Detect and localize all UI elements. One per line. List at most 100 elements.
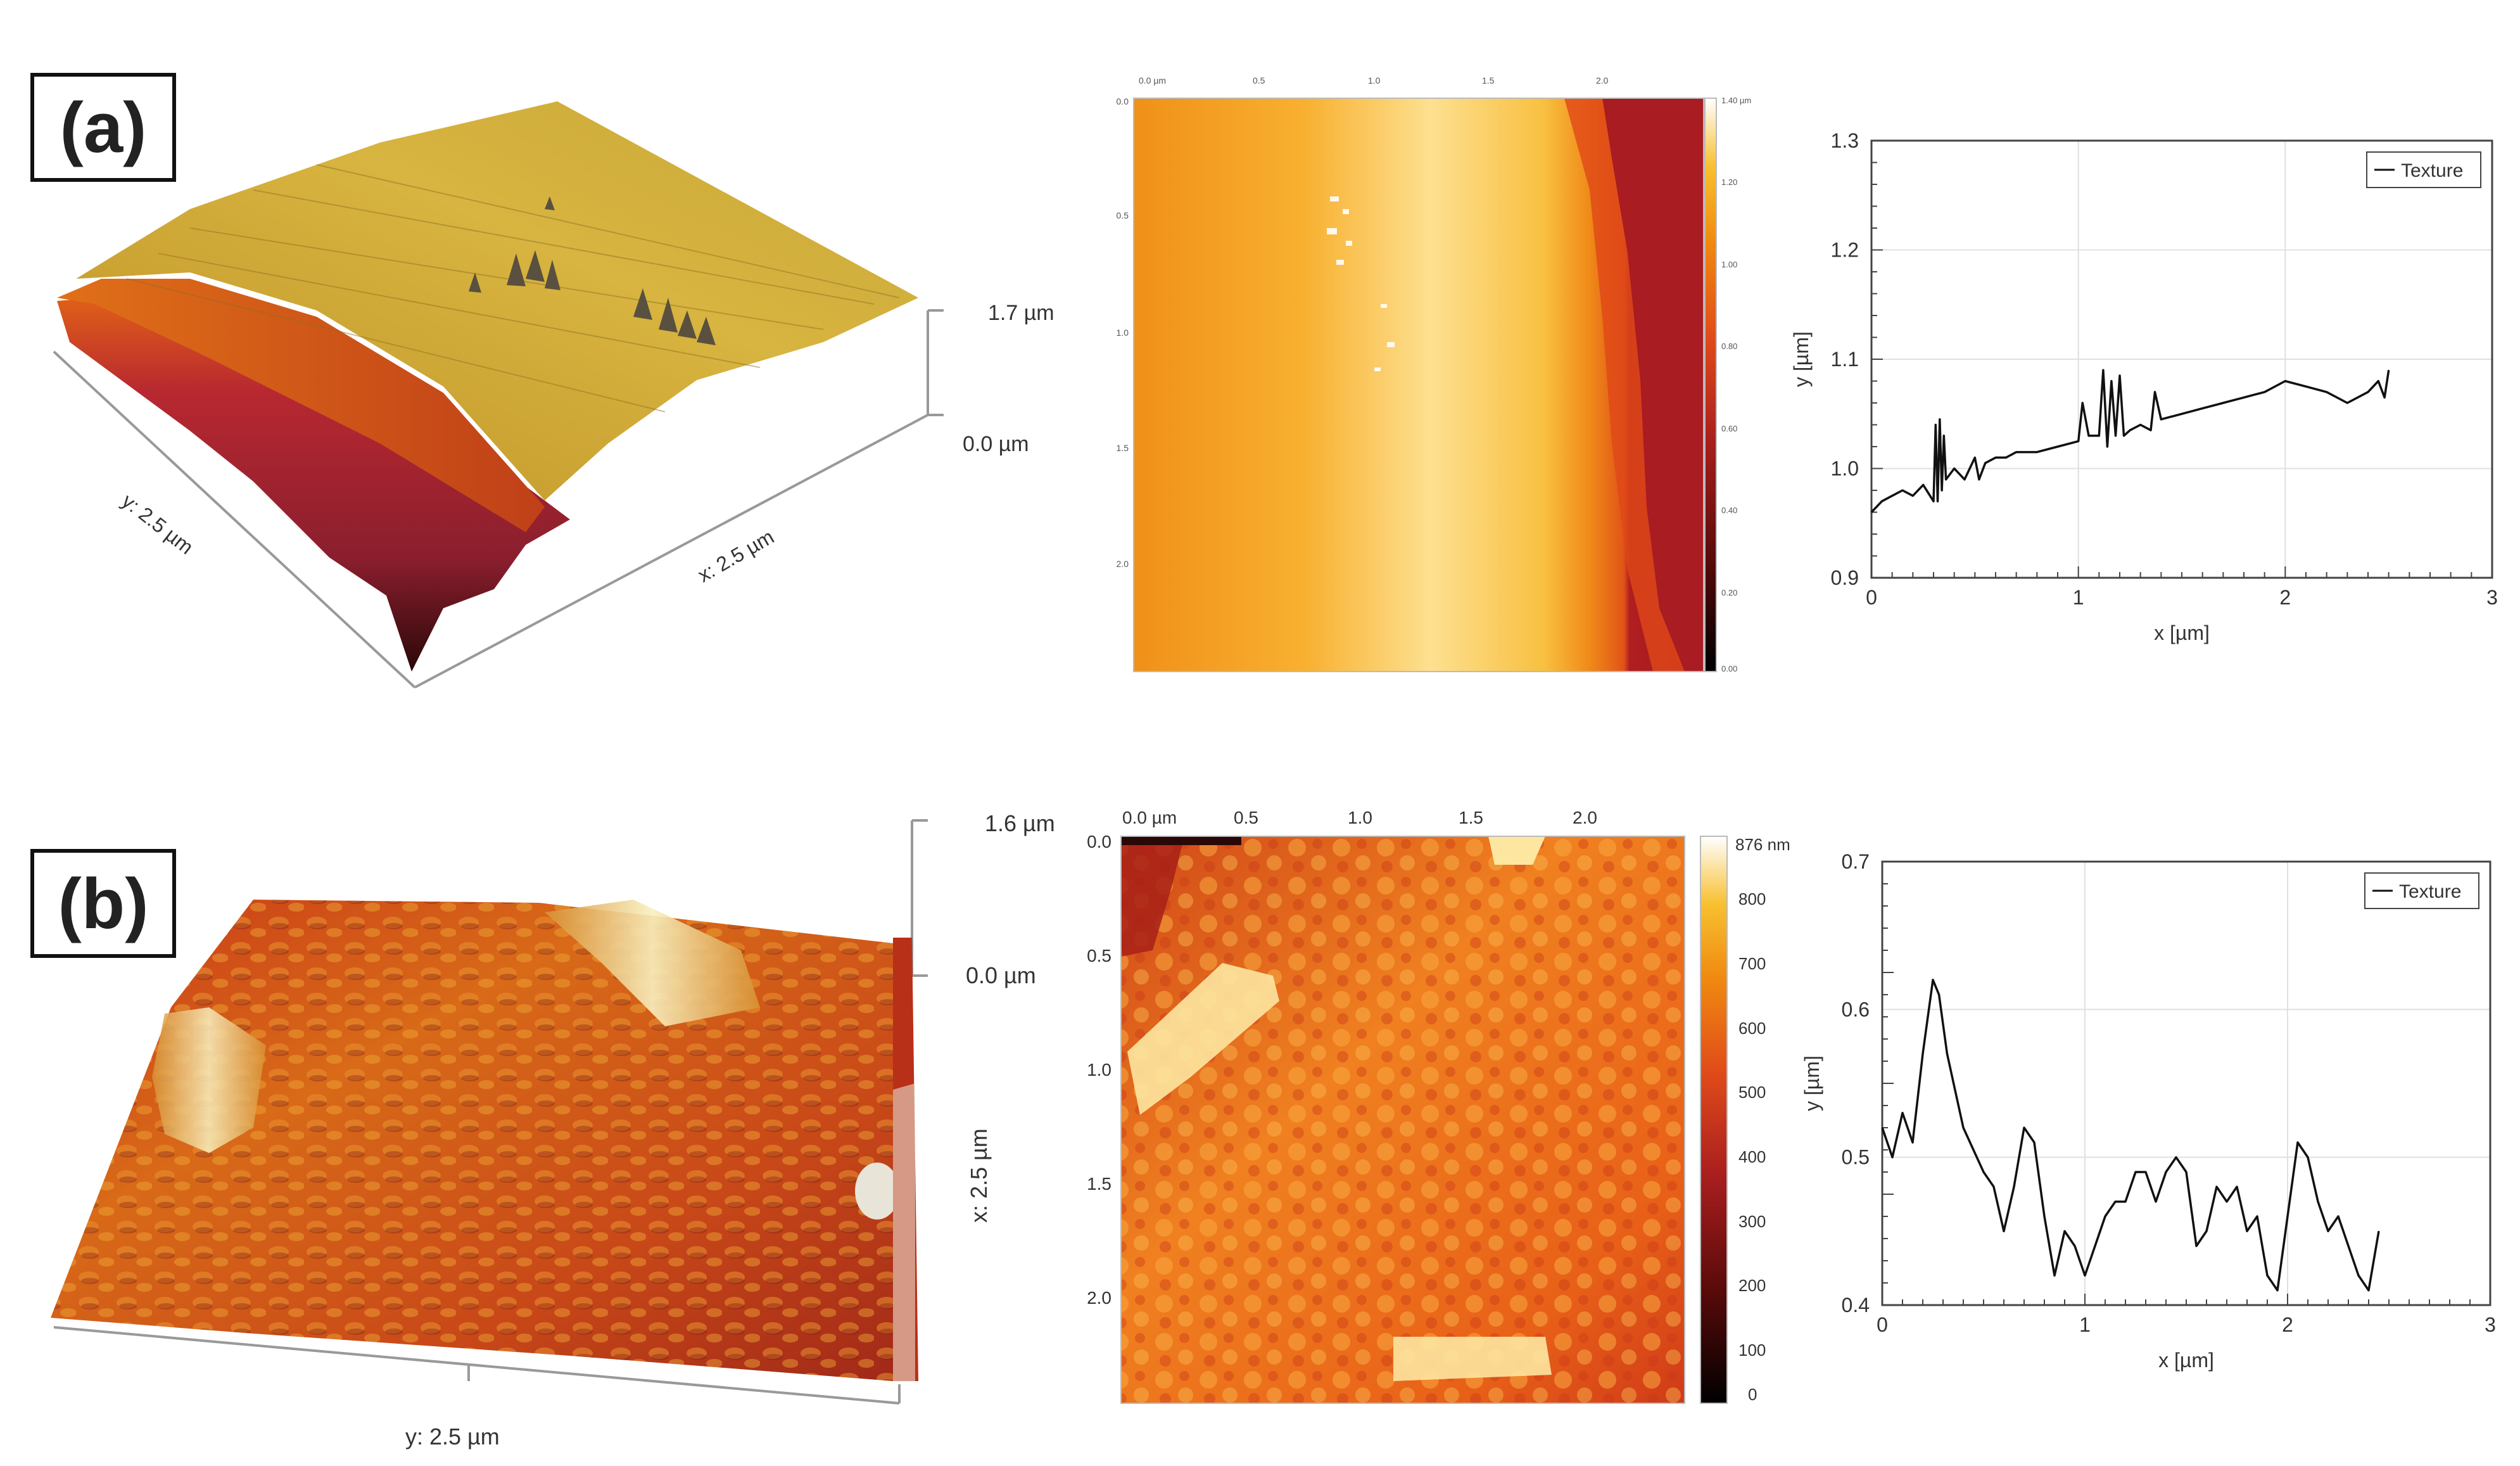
panel-b-surface3d: [51, 819, 928, 1405]
tick: 2.0: [1596, 75, 1609, 86]
tick: 0.0: [1117, 96, 1129, 106]
tick: 0.60: [1721, 424, 1737, 433]
data-point: [2206, 1230, 2207, 1232]
data-point: [2226, 1201, 2227, 1202]
surface-b-y-axis-label: y: 2.5 µm: [405, 1424, 500, 1450]
heightmap-b-top-ticks: 0.0 µm 0.5 1.0 1.5 2.0: [1122, 808, 1597, 827]
panel-a-heightmap: [1133, 98, 1717, 672]
tick: 0.20: [1721, 588, 1737, 597]
tick: 2.0: [1087, 1288, 1111, 1308]
data-point: [2384, 397, 2385, 398]
panel-b-label: (b): [30, 849, 176, 958]
surface-a-terrace: [57, 279, 545, 532]
data-point: [2054, 1275, 2055, 1276]
data-point: [1912, 1142, 1913, 1143]
data-point: [2057, 446, 2058, 447]
data-point: [1933, 500, 1934, 502]
legend-label: Texture: [2399, 881, 2461, 902]
tick: 2.0: [1117, 559, 1129, 569]
heightmap-b-left-ticks: 0.0 0.5 1.0 1.5 2.0: [1087, 832, 1111, 1308]
data-point: [2368, 1290, 2369, 1291]
tick: 1.5: [1117, 443, 1129, 453]
tick: 0: [1748, 1385, 1757, 1404]
surface-b-block: [152, 1007, 266, 1153]
surface-a-y-axis-line: [53, 350, 416, 689]
y-tick-label: 0.7: [1842, 850, 1870, 873]
tick: 1.0: [1087, 1060, 1111, 1080]
data-point: [1902, 1112, 1903, 1114]
data-point: [1964, 479, 1965, 480]
tick: 0.0 µm: [1139, 75, 1166, 86]
data-point: [2078, 440, 2079, 442]
tick: 0.5: [1087, 946, 1111, 966]
data-point: [2346, 402, 2348, 404]
data-point: [2246, 1230, 2248, 1232]
profile-chart-b: 0 1 2 3 0.4 0.5 0.6 0.7 x [µm] y [µm] Texture: [1801, 850, 2496, 1372]
tick: 400: [1738, 1147, 1766, 1166]
data-point: [2088, 435, 2089, 437]
data-point: [1935, 424, 1936, 426]
x-tick-label: 1: [2073, 586, 2084, 609]
legend-label: Texture: [2401, 160, 2463, 181]
y-tick-label: 0.5: [1842, 1146, 1870, 1169]
tick: 0.80: [1721, 341, 1737, 351]
data-point: [2023, 1127, 2025, 1128]
y-tick-label: 1.0: [1831, 457, 1859, 480]
y-axis-label: y [µm]: [1790, 331, 1813, 387]
data-point: [2243, 397, 2245, 398]
data-point: [2358, 1275, 2359, 1276]
heightmap-b-colorbar: [1700, 836, 1728, 1404]
data-point: [2388, 369, 2390, 371]
x-axis-label: x [µm]: [2154, 621, 2210, 644]
tick: 1.0: [1348, 808, 1372, 827]
tick: 1.5: [1087, 1174, 1111, 1194]
data-point: [2297, 1142, 2298, 1143]
surface-a-y-axis-label: y: 2.5 µm: [118, 489, 198, 559]
surface-a-side-wall: [57, 298, 570, 672]
tick: 1.00: [1721, 260, 1737, 269]
y-tick-label: 0.6: [1842, 998, 1870, 1021]
data-point: [2140, 424, 2141, 426]
tick: 700: [1738, 954, 1766, 973]
data-point: [2155, 1201, 2156, 1202]
surface-a-top: [76, 101, 918, 500]
tick: 0.5: [1117, 210, 1129, 220]
tick: 500: [1738, 1083, 1766, 1102]
data-point: [2129, 430, 2131, 431]
y-tick-label: 0.9: [1831, 566, 1859, 589]
heightmap-a-left-ticks: 0.0 0.5 1.0 1.5 2.0: [1117, 96, 1129, 569]
data-point: [2202, 408, 2203, 409]
data-point: [2305, 386, 2307, 387]
tick: 0.5: [1253, 75, 1265, 86]
data-point: [2084, 1275, 2086, 1276]
data-point: [2378, 1230, 2379, 1232]
surface-a-spikes: [469, 196, 716, 345]
x-tick-label: 1: [2079, 1313, 2091, 1336]
surface-a-x-axis-line: [414, 414, 928, 689]
tick: 300: [1738, 1212, 1766, 1231]
data-point: [2150, 430, 2151, 431]
data-point: [2222, 402, 2224, 404]
tick: 0.00: [1721, 664, 1737, 673]
x-tick-label: 2: [2282, 1313, 2293, 1336]
data-point: [2119, 375, 2120, 376]
panel-a-surface3d: [53, 101, 944, 689]
tick: 1.5: [1459, 808, 1483, 827]
data-point: [2327, 1230, 2329, 1232]
tick: 600: [1738, 1019, 1766, 1038]
x-tick-label: 3: [2485, 1313, 2496, 1336]
tick: 1.5: [1482, 75, 1495, 86]
tick: 800: [1738, 889, 1766, 908]
y-tick-label: 1.2: [1831, 239, 1859, 262]
y-tick-label: 0.4: [1842, 1294, 1870, 1316]
heightmap-a-colorbar-ticks: 1.40 µm 1.20 1.00 0.80 0.60 0.40 0.20 0.…: [1721, 96, 1751, 673]
surface-a-x-axis-label: x: 2.5 µm: [694, 525, 778, 587]
tick: 1.0: [1368, 75, 1381, 86]
x-tick-label: 0: [1877, 1313, 1888, 1336]
tick: 0.0 µm: [1122, 808, 1177, 827]
data-point: [2003, 1230, 2004, 1232]
surface-b-z-bottom: 0.0 µm: [966, 962, 1036, 988]
tick: 876 nm: [1735, 835, 1790, 854]
